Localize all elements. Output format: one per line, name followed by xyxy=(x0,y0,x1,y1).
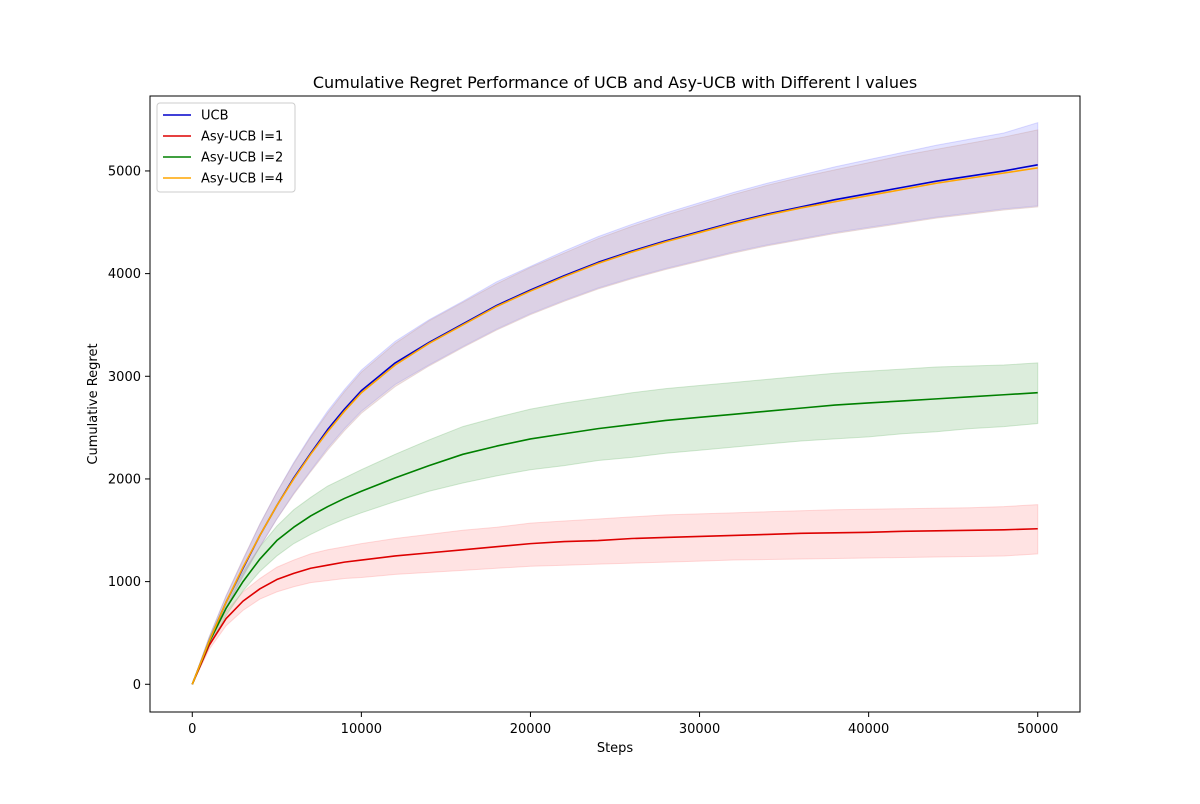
x-axis-label: Steps xyxy=(597,741,634,756)
x-tick-label: 20000 xyxy=(510,722,551,737)
series-lines xyxy=(191,164,1038,685)
y-tick-label: 4000 xyxy=(108,267,141,282)
legend-entry-label: UCB xyxy=(201,109,229,124)
legend-box xyxy=(156,102,296,193)
y-tick-label: 2000 xyxy=(108,472,141,487)
y-tick-label: 3000 xyxy=(108,370,141,385)
series-line-2 xyxy=(191,527,1038,685)
x-tick-label: 10000 xyxy=(341,722,382,737)
y-tick-label: 1000 xyxy=(108,575,141,590)
x-axis: 0 10000 20000 30000 40000 50000 xyxy=(188,712,1058,737)
y-axis-label: Cumulative Regret xyxy=(86,343,101,464)
x-tick-label: 40000 xyxy=(848,722,889,737)
series-line-3 xyxy=(191,391,1038,685)
series-line-4 xyxy=(191,167,1038,685)
y-tick-label: 0 xyxy=(133,678,141,693)
legend-entry-label: Asy-UCB l=4 xyxy=(201,172,283,187)
y-tick-label: 5000 xyxy=(108,164,141,179)
legend: UCB Asy-UCB l=1 Asy-UCB l=2 Asy-UCB l=4 xyxy=(156,102,296,193)
legend-entry-label: Asy-UCB l=2 xyxy=(201,151,283,166)
plot-area-frame xyxy=(149,95,1081,713)
y-axis: 0 1000 2000 3000 4000 5000 xyxy=(108,164,150,693)
x-tick-label: 50000 xyxy=(1017,722,1058,737)
x-tick-label: 30000 xyxy=(679,722,720,737)
legend-entry-label: Asy-UCB l=1 xyxy=(201,130,283,145)
chart-title: Cumulative Regret Performance of UCB and… xyxy=(313,73,917,92)
x-tick-label: 0 xyxy=(188,722,196,737)
